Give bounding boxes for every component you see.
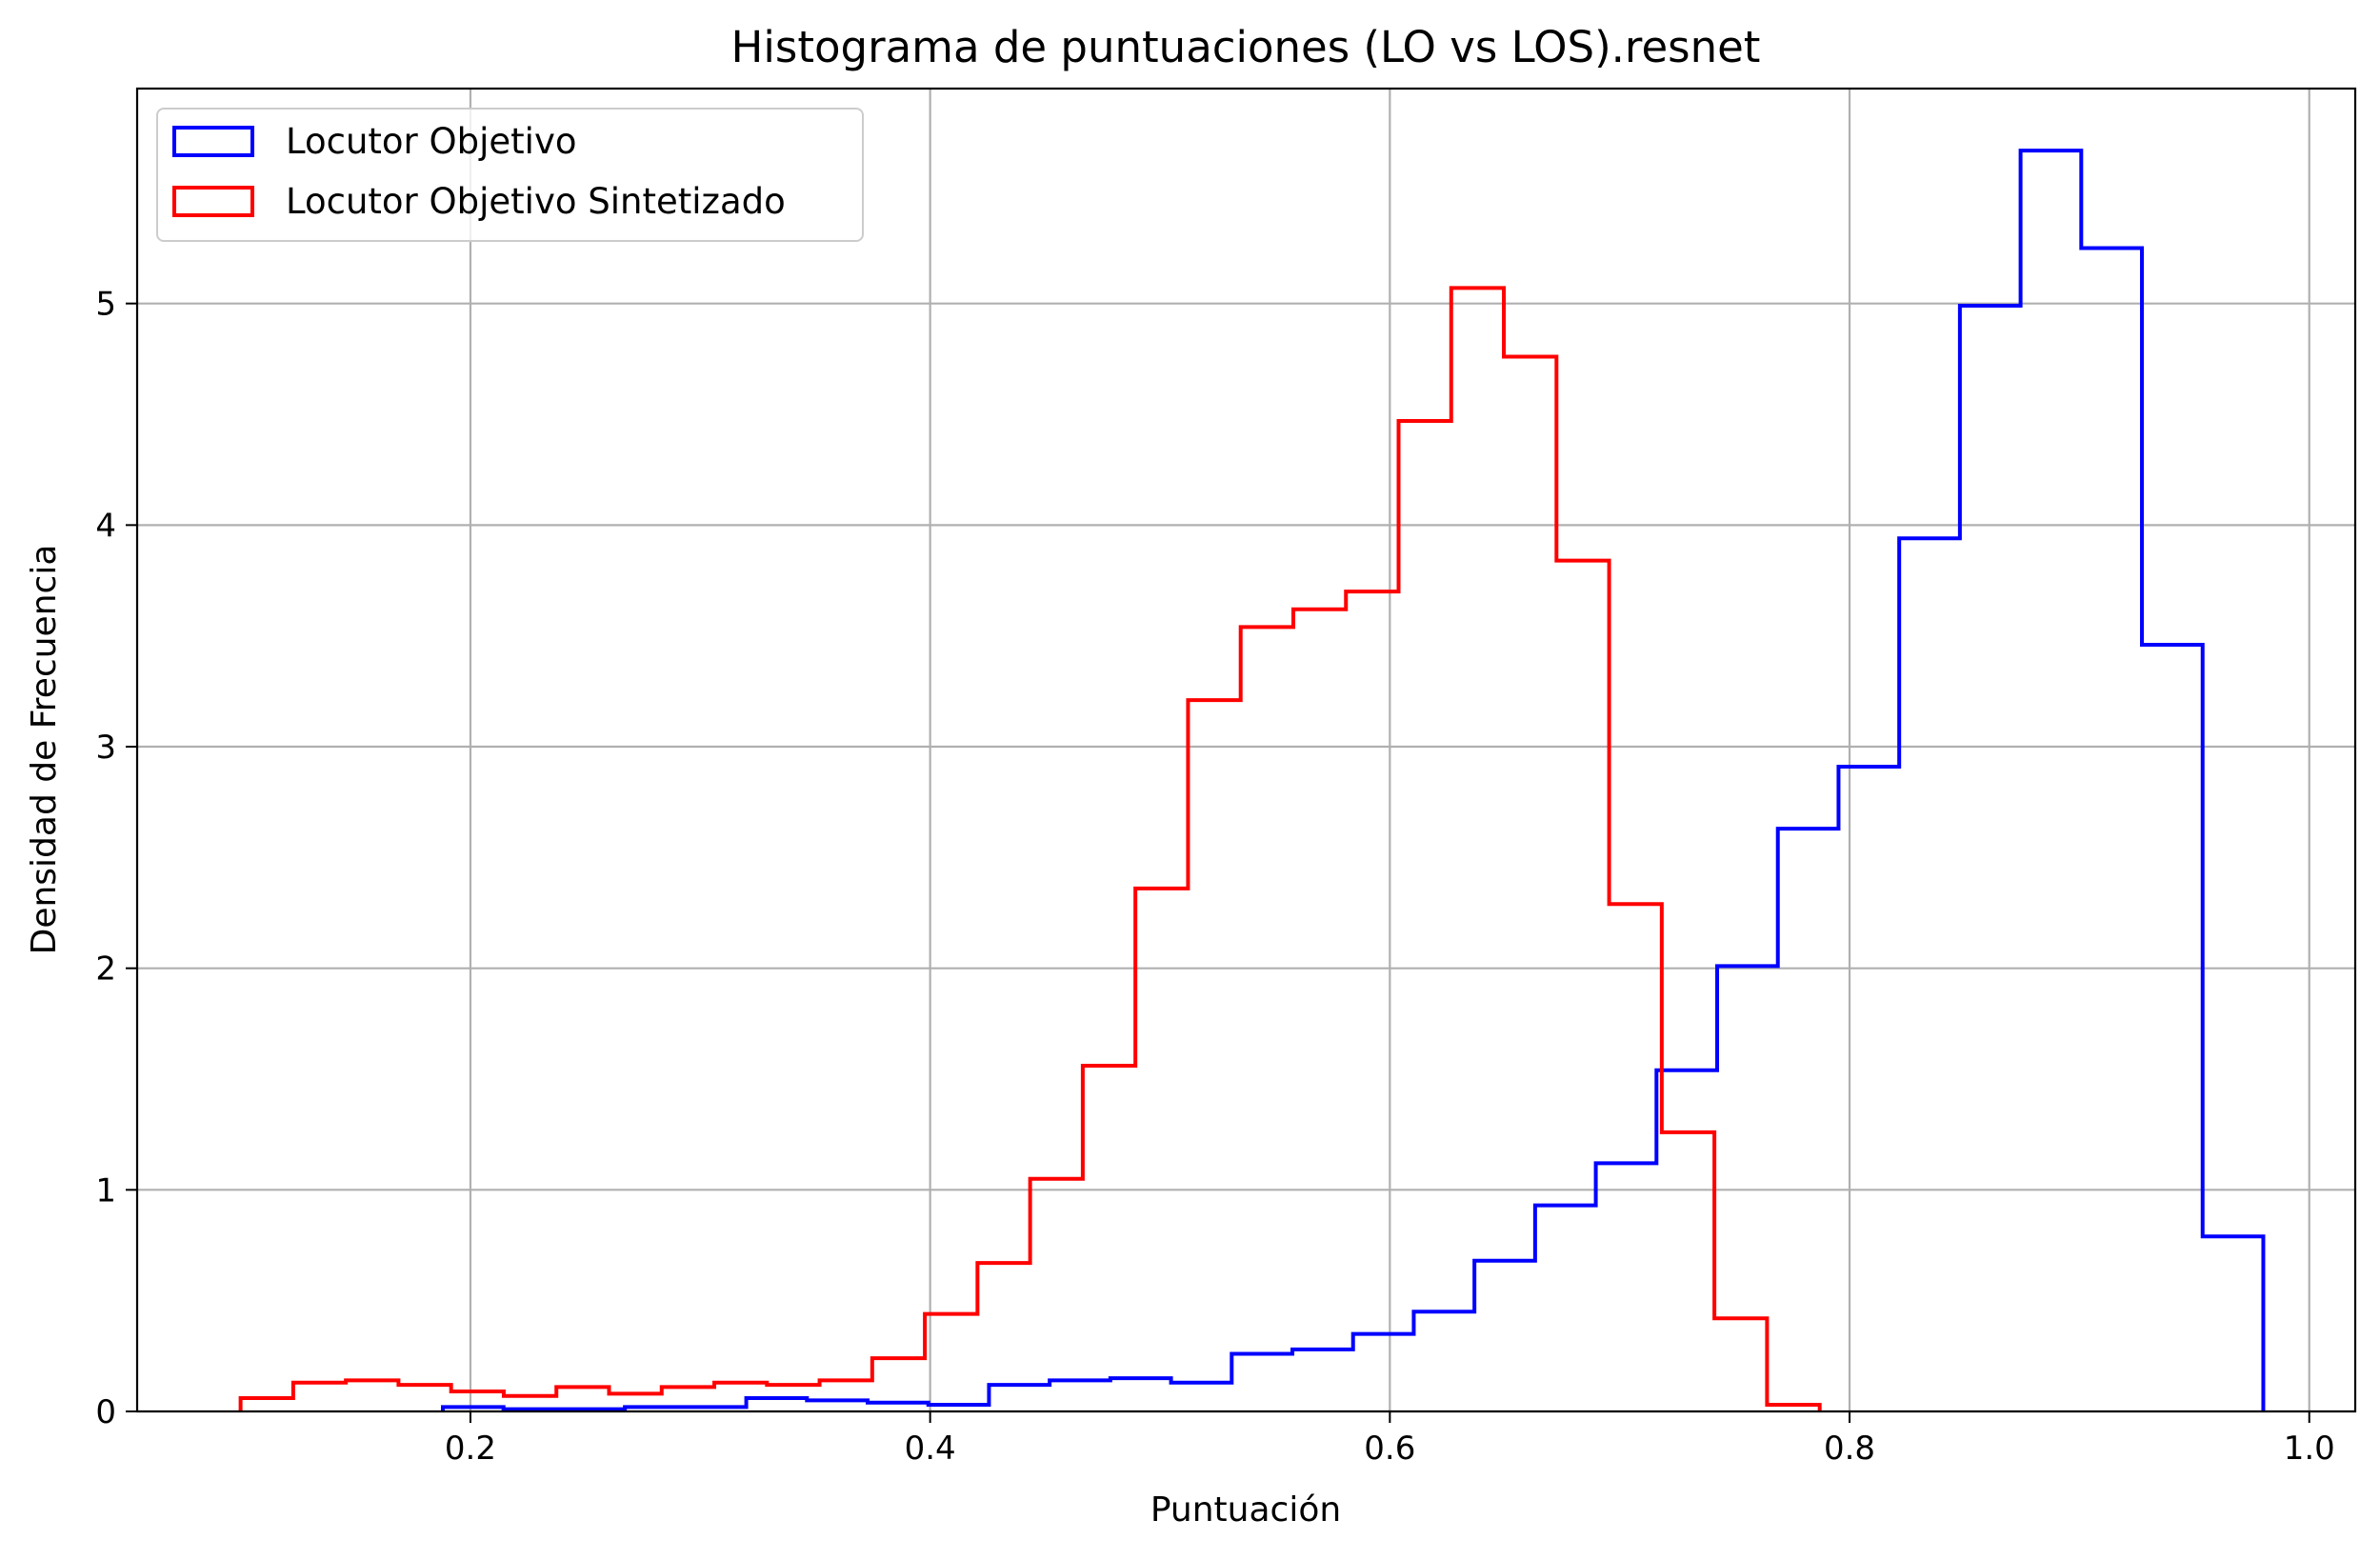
histogram-bin: [346, 1380, 398, 1411]
histogram-bin: [504, 1396, 556, 1411]
histogram-bin: [767, 1385, 819, 1411]
histogram-bin: [2203, 1236, 2264, 1411]
y-tick-label: 1: [95, 1171, 116, 1210]
chart-title: Histograma de puntuaciones (LO vs LOS).r…: [731, 22, 1761, 72]
histogram-bin: [714, 1383, 767, 1411]
histogram-bin: [1960, 306, 2021, 1411]
histogram-bin: [1293, 610, 1346, 1411]
series-locutor-objetivo: [440, 149, 2266, 1411]
histogram-bin: [451, 1391, 504, 1411]
legend-swatch-locutor-objetivo: [172, 126, 254, 157]
y-tick-label: 0: [95, 1393, 116, 1431]
y-tick-label: 5: [95, 286, 116, 324]
x-axis-label: Puntuación: [1150, 1490, 1341, 1530]
x-tick-label: 1.0: [2284, 1430, 2335, 1468]
histogram-bin: [662, 1387, 714, 1411]
histogram-bin: [398, 1385, 450, 1411]
series-outline: [238, 286, 1822, 1411]
histogram-bin: [1714, 1318, 1767, 1411]
legend-label-locutor-objetivo-sintetizado: Locutor Objetivo Sintetizado: [286, 181, 786, 222]
histogram-bin: [1241, 627, 1293, 1411]
x-axis-ticks: 0.2 0.4 0.6 0.8 1.0: [445, 1411, 2335, 1468]
histogram-bin: [2142, 645, 2203, 1411]
histogram-bin: [2081, 249, 2142, 1411]
histogram-bin: [820, 1380, 872, 1411]
histogram-bin: [1778, 829, 1839, 1411]
x-tick-label: 0.6: [1364, 1430, 1415, 1468]
histogram-bin: [872, 1358, 925, 1411]
series-layer: [238, 149, 2266, 1411]
histogram-bin: [1504, 357, 1556, 1411]
histogram-bin: [977, 1263, 1030, 1411]
histogram-bin: [1662, 1132, 1714, 1411]
histogram-bin: [1610, 904, 1662, 1411]
y-tick-label: 2: [95, 950, 116, 989]
x-tick-label: 0.4: [905, 1430, 956, 1468]
y-tick-label: 4: [95, 507, 116, 545]
histogram-bin: [556, 1387, 609, 1411]
plot-area: [137, 89, 2355, 1411]
histogram-bin: [1399, 421, 1451, 1411]
histogram-bin: [1135, 889, 1188, 1411]
histogram-bin: [293, 1383, 346, 1411]
x-tick-label: 0.2: [445, 1430, 496, 1468]
histogram-bin: [1451, 288, 1504, 1411]
legend-label-locutor-objetivo: Locutor Objetivo: [286, 121, 577, 162]
histogram-bin: [609, 1393, 661, 1411]
series-outline: [440, 149, 2266, 1411]
y-tick-label: 3: [95, 729, 116, 767]
histogram-bin: [925, 1314, 977, 1411]
series-locutor-objetivo-sintetizado: [238, 286, 1822, 1411]
x-tick-label: 0.8: [1824, 1430, 1875, 1468]
histogram-bin: [1030, 1179, 1083, 1411]
plot-frame: [135, 87, 2357, 1413]
histogram-bin: [1556, 561, 1609, 1411]
histogram-bin: [241, 1398, 293, 1411]
x-grid: [469, 89, 2310, 1411]
legend: Locutor Objetivo Locutor Objetivo Sintet…: [156, 108, 864, 242]
histogram-bin: [1899, 538, 1960, 1411]
legend-swatch-locutor-objetivo-sintetizado: [172, 186, 254, 217]
histogram-bin: [1188, 700, 1240, 1411]
legend-box: [156, 108, 864, 242]
y-axis-label: Densidad de Frecuencia: [25, 545, 64, 955]
histogram-bin: [1838, 767, 1899, 1411]
y-axis-ticks: 0 1 2 3 4 5: [95, 286, 137, 1431]
histogram-bin: [1083, 1066, 1135, 1411]
histogram-bin: [2021, 150, 2082, 1411]
histogram-bin: [1346, 591, 1398, 1411]
